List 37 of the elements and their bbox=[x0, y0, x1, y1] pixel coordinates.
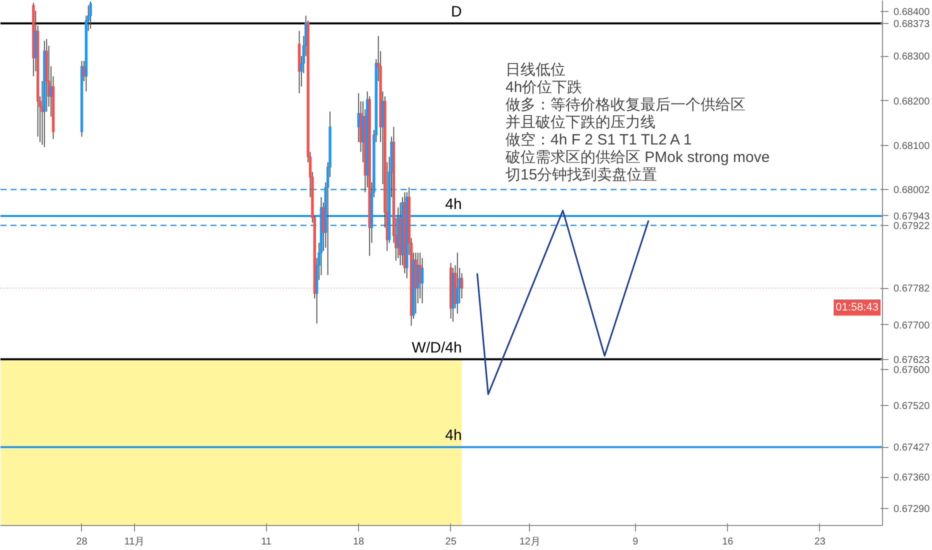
y-tick-label: 0.67290 bbox=[894, 504, 930, 515]
y-tick-label: 0.67360 bbox=[894, 472, 930, 484]
y-tick-label: 0.67600 bbox=[894, 365, 930, 376]
y-tick-label: 0.67943 bbox=[894, 211, 930, 222]
y-tick-label: 0.68400 bbox=[894, 6, 930, 18]
annotation: 日线低位 bbox=[506, 62, 566, 78]
annotation: 做空：4h F 2 S1 T1 TL2 A 1 bbox=[506, 132, 692, 148]
y-tick-label: 0.67700 bbox=[894, 320, 930, 332]
ref-line-label: 4h bbox=[445, 196, 462, 213]
x-tick-label: 18 bbox=[353, 536, 365, 548]
x-tick-label: 11月 bbox=[124, 536, 145, 548]
y-tick-label: 0.67623 bbox=[894, 354, 930, 366]
y-tick-label: 0.67520 bbox=[894, 400, 930, 412]
x-tick-label: 28 bbox=[76, 536, 88, 548]
x-tick-label: 9 bbox=[632, 536, 639, 548]
annotation: 做多：等待价格收复最后一个供给区 bbox=[506, 96, 746, 114]
y-tick-label: 0.68100 bbox=[894, 141, 930, 152]
ref-line-label: D bbox=[450, 3, 462, 20]
x-tick-label: 23 bbox=[814, 536, 826, 548]
x-tick-label: 16 bbox=[722, 536, 734, 548]
x-tick-label: 25 bbox=[445, 536, 457, 548]
y-tick-label: 0.68373 bbox=[894, 18, 930, 30]
x-tick-label: 11 bbox=[261, 536, 272, 548]
ref-line-label: W/D/4h bbox=[412, 339, 462, 356]
y-tick-label: 0.68200 bbox=[894, 96, 930, 108]
ref-line-label: 4h bbox=[445, 427, 462, 444]
annotation: 4h价位下跌 bbox=[506, 79, 582, 96]
y-tick-label: 0.67782 bbox=[894, 284, 930, 295]
annotation: 破位需求区的供给区 PMok strong move bbox=[504, 149, 770, 166]
annotation: 01:58:43 bbox=[836, 302, 879, 314]
y-tick-label: 0.68002 bbox=[894, 185, 930, 196]
annotation: 并且破位下跌的压力线 bbox=[506, 114, 656, 131]
y-tick-label: 0.67427 bbox=[894, 442, 930, 454]
annotation: 切15分钟找到卖盘位置 bbox=[506, 166, 658, 184]
y-tick-label: 0.67922 bbox=[894, 220, 930, 232]
y-tick-label: 0.68300 bbox=[894, 52, 930, 63]
x-tick-label: 12月 bbox=[519, 536, 540, 548]
